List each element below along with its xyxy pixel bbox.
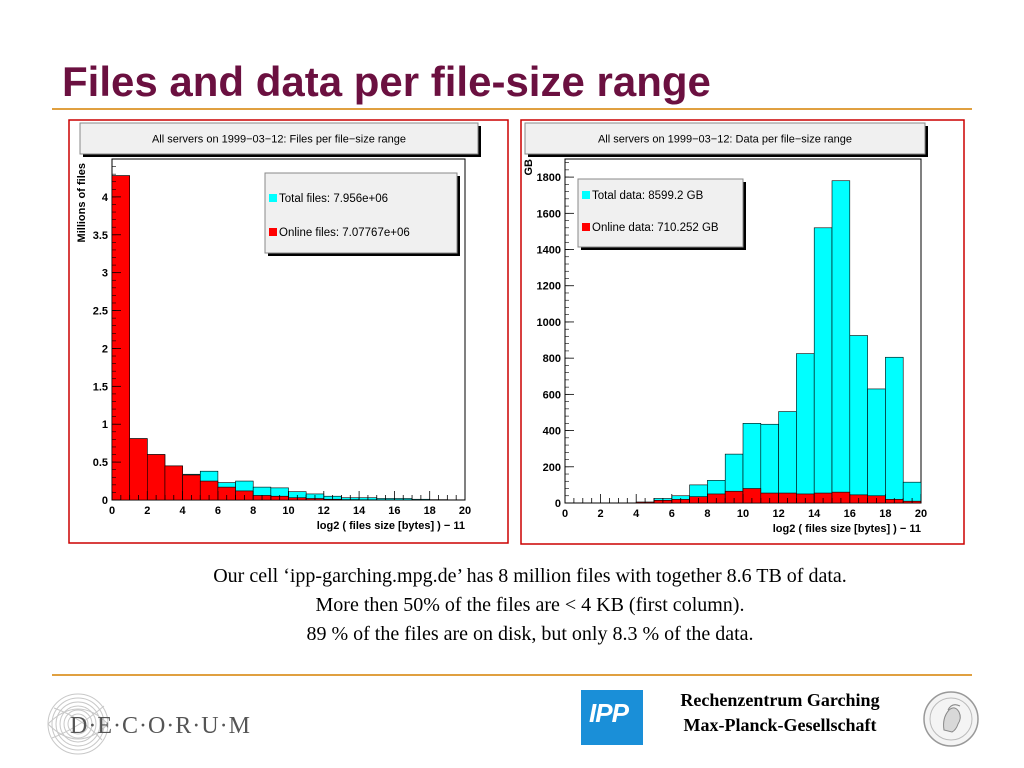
files-title-box [79,122,479,155]
data-legend-label: Online data: 710.252 GB [592,222,719,234]
files-y-tick-label: 2.5 [93,306,108,318]
files-y-tick-label: 1.5 [93,381,108,393]
data-bar-total [831,180,851,504]
files-y-tick-label: 3 [102,268,108,280]
files-legend-box [264,172,458,254]
files-x-tick-label: 4 [180,505,187,517]
caption-line: More then 50% of the files are < 4 KB (f… [315,594,745,616]
data-x-tick-label: 10 [737,508,749,520]
chart-data-per-size: All servers on 1999−03−12: Data per file… [520,119,965,545]
data-legend-label: Total data: 8599.2 GB [592,190,704,202]
institution-name: Rechenzentrum Garching Max-Planck-Gesell… [650,688,910,738]
data-bar-total [813,227,833,504]
files-x-tick-label: 20 [459,505,471,517]
data-y-tick-label: 400 [543,426,561,438]
data-x-tick-label: 6 [669,508,675,520]
files-title: All servers on 1999−03−12: Files per fil… [152,134,406,146]
data-bar-total [867,388,886,504]
mpg-minerva-seal-icon [923,691,979,747]
data-bar-total [885,356,904,504]
files-x-tick-label: 14 [353,505,366,517]
files-x-tick-label: 0 [109,505,115,517]
files-bar-online [111,175,130,501]
title-rule [52,108,972,110]
data-x-tick-label: 4 [633,508,640,520]
footer-rule [52,674,972,676]
files-y-tick-label: 0.5 [93,457,108,469]
files-x-tick-label: 10 [282,505,294,517]
data-x-tick-label: 8 [704,508,710,520]
data-ylabel: GB [523,159,535,176]
data-y-tick-label: 1400 [537,245,561,257]
data-bar-total [778,411,797,504]
files-y-tick-label: 2 [102,343,108,355]
data-bar-total [760,423,779,504]
files-xlabel: log2 ( files size [bytes] ) − 11 [317,520,465,532]
files-x-tick-label: 18 [424,505,436,517]
files-legend-label: Total files: 7.956e+06 [279,193,388,205]
ipp-logo: IPP [581,690,643,745]
files-x-tick-label: 16 [388,505,400,517]
data-bar-total [849,335,868,504]
data-y-tick-label: 200 [543,462,561,474]
files-x-tick-label: 12 [318,505,330,517]
data-title-box [524,122,926,155]
data-title: All servers on 1999−03−12: Data per file… [598,134,852,146]
data-bar-total [796,353,815,504]
data-xlabel: log2 ( files size [bytes] ) − 11 [773,523,921,535]
files-legend-swatch [269,194,277,202]
institution-line: Rechenzentrum Garching [680,690,880,710]
data-x-tick-label: 14 [808,508,821,520]
slide-title: Files and data per file-size range [62,58,711,105]
decorum-wordmark: D·E·C·O·R·U·M [70,713,251,739]
files-y-tick-label: 1 [102,419,108,431]
ipp-logo-text: IPP [589,698,629,728]
files-x-tick-label: 8 [250,505,256,517]
data-x-tick-label: 18 [879,508,891,520]
files-ylabel: Millions of files [76,163,88,242]
caption-line: 89 % of the files are on disk, but only … [306,623,754,645]
data-y-tick-label: 1200 [537,281,561,293]
data-y-tick-label: 800 [543,353,561,365]
files-y-tick-label: 4 [102,192,109,204]
data-y-tick-label: 1000 [537,317,561,329]
data-x-tick-label: 2 [598,508,604,520]
data-legend-box [577,178,744,248]
caption: Our cell ‘ipp-garching.mpg.de’ has 8 mil… [60,562,1000,649]
data-y-tick-label: 600 [543,389,561,401]
files-x-tick-label: 2 [144,505,150,517]
data-y-tick-label: 1800 [537,172,561,184]
files-x-tick-label: 6 [215,505,221,517]
data-x-tick-label: 12 [772,508,784,520]
decorum-swirl-logo [47,693,109,755]
caption-line: Our cell ‘ipp-garching.mpg.de’ has 8 mil… [213,565,847,587]
files-bar-online [147,454,166,501]
files-y-tick-label: 3.5 [93,230,108,242]
data-legend-swatch [582,223,590,231]
files-legend-swatch [269,228,277,236]
files-legend-label: Online files: 7.07767e+06 [279,227,410,239]
data-legend-swatch [582,191,590,199]
institution-line: Max-Planck-Gesellschaft [683,715,877,735]
files-bar-online [129,438,148,501]
data-x-tick-label: 16 [844,508,856,520]
files-y-tick-label: 0 [102,495,108,507]
data-y-tick-label: 1600 [537,208,561,220]
data-y-tick-label: 0 [555,498,561,510]
data-x-tick-label: 0 [562,508,568,520]
files-bar-online [164,465,183,501]
chart-files-per-size: All servers on 1999−03−12: Files per fil… [68,119,509,544]
data-x-tick-label: 20 [915,508,927,520]
